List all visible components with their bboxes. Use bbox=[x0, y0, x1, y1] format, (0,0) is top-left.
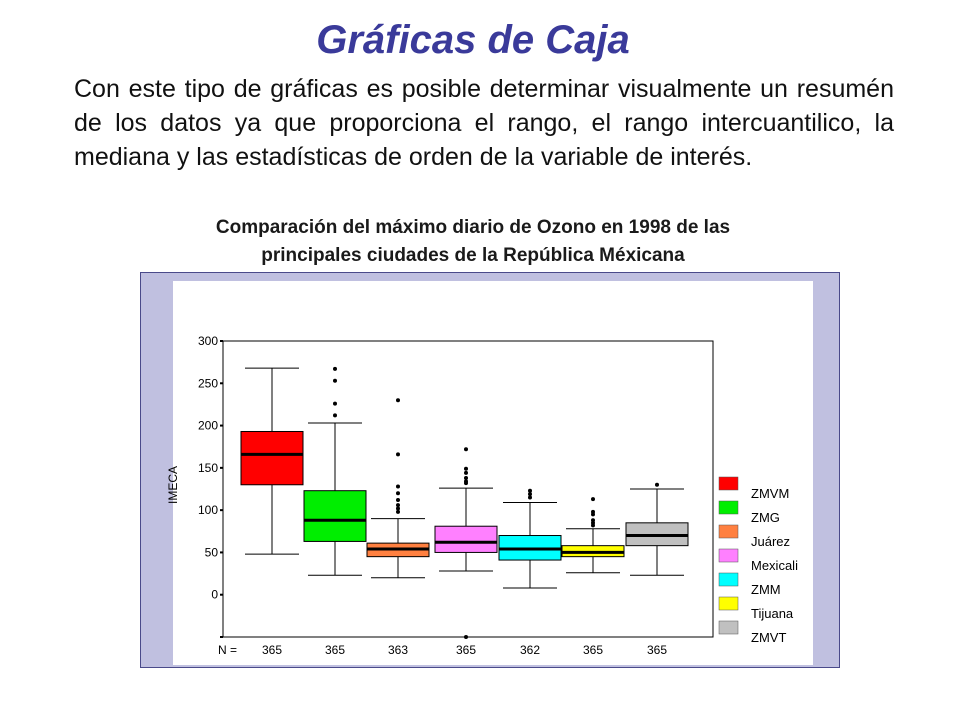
outlier-point bbox=[464, 476, 468, 481]
outlier-point bbox=[333, 413, 337, 418]
box-group: 363 bbox=[366, 398, 430, 657]
legend-swatch bbox=[718, 596, 739, 611]
outlier-point bbox=[591, 497, 595, 502]
box bbox=[434, 525, 498, 553]
outlier-point bbox=[591, 518, 595, 523]
legend: ZMVM ZMG Juárez Mexicali ZMM Tijuana ZMVT bbox=[718, 476, 798, 645]
y-tick-label: 0 bbox=[211, 588, 218, 602]
legend-label: Tijuana bbox=[751, 606, 794, 621]
box bbox=[240, 430, 304, 486]
slide-body-text: Con este tipo de gráficas es posible det… bbox=[74, 75, 894, 171]
outlier-point bbox=[333, 378, 337, 383]
outlier-point bbox=[464, 447, 468, 452]
outlier-point bbox=[396, 398, 400, 403]
outlier-point bbox=[591, 509, 595, 514]
legend-swatch bbox=[718, 476, 739, 491]
n-count-label: 362 bbox=[520, 643, 540, 657]
outlier-point bbox=[396, 452, 400, 457]
outlier-point bbox=[528, 488, 532, 493]
legend-swatch bbox=[718, 572, 739, 587]
n-count-label: 365 bbox=[583, 643, 603, 657]
y-tick-label: 100 bbox=[198, 503, 218, 517]
n-label: N = bbox=[218, 643, 237, 657]
legend-swatch bbox=[718, 620, 739, 635]
box-group: 365 bbox=[434, 447, 498, 657]
chart-title-line-1: Comparación del máximo diario de Ozono e… bbox=[215, 217, 731, 238]
outlier-point bbox=[464, 635, 468, 639]
y-tick-label: 250 bbox=[198, 376, 218, 390]
y-axis-label: IMECA bbox=[166, 466, 180, 504]
legend-label: ZMG bbox=[751, 510, 780, 525]
y-tick-label: 50 bbox=[205, 545, 219, 559]
legend-swatch bbox=[718, 500, 739, 515]
legend-label: Mexicali bbox=[751, 558, 798, 573]
chart-title: Comparación del máximo diario de Ozono e… bbox=[0, 214, 946, 270]
outlier-point bbox=[396, 491, 400, 496]
legend-label: ZMVM bbox=[751, 486, 789, 501]
legend-swatch bbox=[718, 524, 739, 539]
outlier-point bbox=[655, 482, 659, 487]
outlier-point bbox=[464, 479, 468, 484]
legend-label: ZMVT bbox=[751, 630, 786, 645]
outlier-point bbox=[528, 492, 532, 497]
legend-label: Juárez bbox=[751, 534, 790, 549]
n-count-label: 363 bbox=[388, 643, 408, 657]
outlier-point bbox=[396, 506, 400, 511]
outlier-point bbox=[396, 503, 400, 508]
box-group: 365 bbox=[303, 366, 367, 657]
outlier-point bbox=[464, 466, 468, 471]
n-count-label: 365 bbox=[647, 643, 667, 657]
n-count-label: 365 bbox=[456, 643, 476, 657]
box bbox=[303, 490, 367, 542]
outlier-point bbox=[396, 497, 400, 502]
n-count-label: 365 bbox=[262, 643, 282, 657]
outlier-point bbox=[396, 484, 400, 489]
box-group: 365 bbox=[240, 367, 304, 657]
y-tick-label: 300 bbox=[198, 334, 218, 348]
box-group: 365 bbox=[561, 497, 625, 657]
n-count-label: 365 bbox=[325, 643, 345, 657]
outlier-point bbox=[396, 509, 400, 514]
chart-title-line-2: principales ciudades de la República Méx… bbox=[261, 245, 685, 266]
y-tick-label: 200 bbox=[198, 419, 218, 433]
box-group: 365 bbox=[625, 482, 689, 657]
y-axis-ticks: 300 250 200 150 100 50 0 bbox=[198, 334, 223, 638]
outlier-point bbox=[528, 495, 532, 500]
legend-label: ZMM bbox=[751, 582, 781, 597]
chart-frame: IMECA N = 300 250 200 150 100 50 0 365 365 363 36… bbox=[140, 272, 840, 668]
box-group: 362 bbox=[498, 488, 562, 657]
slide-title: Gráficas de Caja bbox=[316, 18, 630, 62]
outlier-point bbox=[333, 366, 337, 371]
boxes: 365 365 363 365 362 365 365 bbox=[240, 366, 689, 657]
y-tick-label: 150 bbox=[198, 461, 218, 475]
outlier-point bbox=[333, 401, 337, 406]
legend-swatch bbox=[718, 548, 739, 563]
outlier-point bbox=[464, 470, 468, 475]
